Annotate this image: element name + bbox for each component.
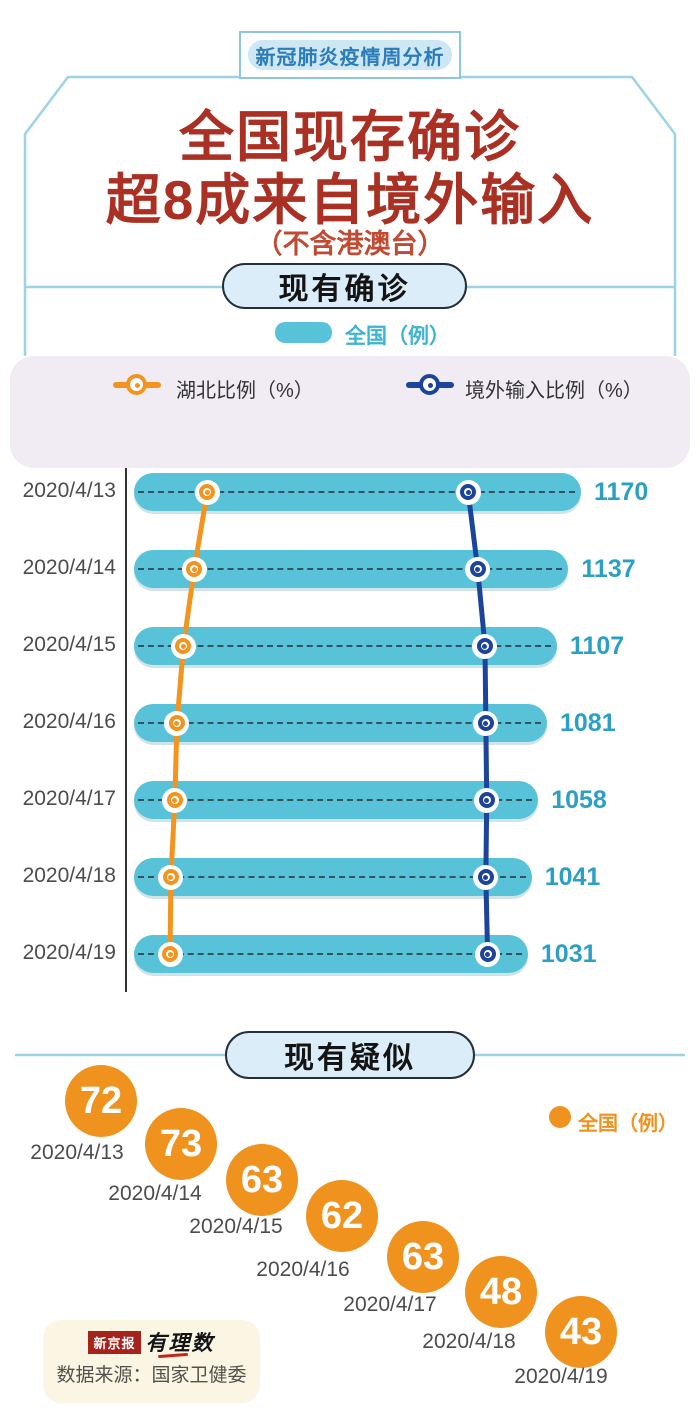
- suspected-bubble: 62: [306, 1180, 378, 1252]
- bubble-date-label: 2020/4/14: [108, 1182, 202, 1205]
- confirmed-section-title: 现有确诊: [222, 263, 467, 309]
- suspected-legend-dot-icon: [549, 1106, 571, 1128]
- suspected-legend-label: 全国（例）: [578, 1113, 678, 1135]
- bubble-date-label: 2020/4/18: [422, 1330, 516, 1353]
- row-date-label: 2020/4/17: [22, 787, 116, 810]
- row-dashed-line: [138, 645, 551, 647]
- axis-line-vertical: [124, 437, 127, 992]
- imported-legend-marker-icon: [406, 374, 454, 396]
- row-date-label: 2020/4/18: [22, 864, 116, 887]
- suspected-bubble: 72: [65, 1065, 137, 1137]
- suspected-bubble: 48: [465, 1256, 537, 1328]
- publisher-logo: 新京报 有理数: [43, 1330, 260, 1359]
- national-value-label: 1137: [581, 555, 636, 583]
- suspected-bubble: 63: [387, 1221, 459, 1293]
- suspected-bubble: 73: [145, 1108, 217, 1180]
- national-value-label: 1031: [540, 940, 597, 968]
- national-value-label: 1170: [594, 478, 649, 506]
- row-dashed-line: [138, 568, 563, 570]
- row-date-label: 2020/4/14: [22, 556, 116, 579]
- imported-legend-label: 境外输入比例（%）: [465, 380, 643, 402]
- row-date-label: 2020/4/15: [22, 633, 116, 656]
- row-date-label: 2020/4/13: [22, 479, 116, 502]
- row-dashed-line: [138, 799, 533, 801]
- hubei-legend-marker-icon: [113, 374, 161, 396]
- national-legend-label: 全国（例）: [345, 325, 450, 348]
- bubble-date-label: 2020/4/16: [256, 1258, 350, 1281]
- data-source-text: 数据来源：国家卫健委: [56, 1365, 247, 1386]
- hubei-legend-label: 湖北比例（%）: [176, 380, 314, 402]
- national-value-label: 1058: [551, 786, 607, 814]
- row-dashed-line: [138, 876, 526, 878]
- national-value-label: 1107: [569, 632, 625, 660]
- ratio-legend-panel: [10, 356, 690, 468]
- row-dashed-line: [138, 953, 522, 955]
- national-legend-swatch: [275, 322, 332, 343]
- row-dashed-line: [138, 722, 541, 724]
- bubble-date-label: 2020/4/13: [30, 1141, 124, 1164]
- suspected-bubble: 43: [545, 1296, 617, 1368]
- header-badge: 新冠肺炎疫情周分析: [239, 31, 461, 79]
- source-box: [43, 1320, 260, 1403]
- publisher-logo-column: 有理数: [146, 1327, 215, 1359]
- page-title-note: （不含港澳台）: [255, 229, 445, 259]
- national-value-label: 1081: [559, 709, 616, 737]
- bubble-date-label: 2020/4/15: [189, 1215, 283, 1238]
- publisher-logo-paper: 新京报: [88, 1330, 141, 1354]
- suspected-section-title: 现有疑似: [225, 1031, 475, 1079]
- suspected-bubble: 63: [226, 1144, 298, 1216]
- bubble-date-label: 2020/4/19: [514, 1365, 608, 1388]
- national-value-label: 1041: [544, 863, 601, 891]
- bubble-date-label: 2020/4/17: [343, 1293, 437, 1316]
- row-date-label: 2020/4/19: [22, 941, 116, 964]
- row-dashed-line: [138, 491, 575, 493]
- header-badge-label: 新冠肺炎疫情周分析: [248, 40, 452, 70]
- row-date-label: 2020/4/16: [22, 710, 116, 733]
